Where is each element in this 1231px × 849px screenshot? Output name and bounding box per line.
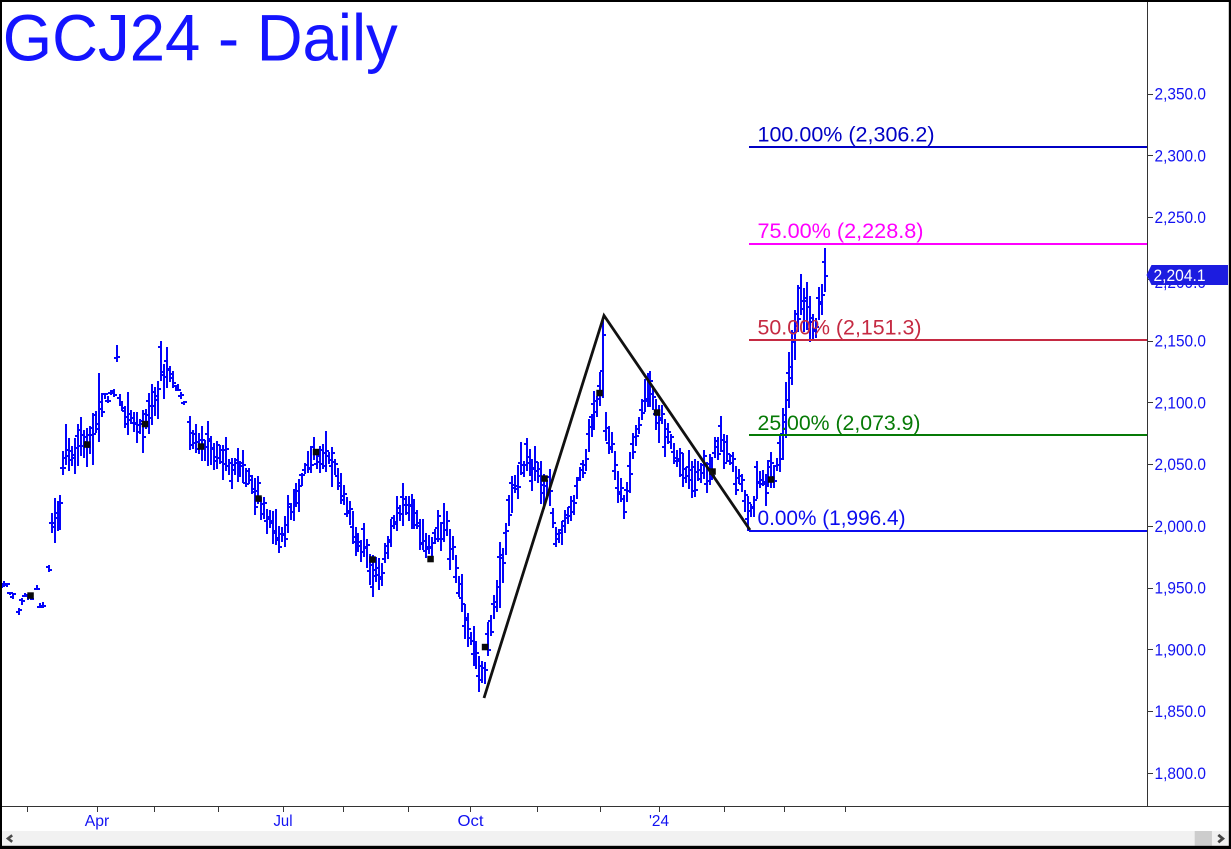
svg-text:Oct: Oct	[458, 813, 485, 830]
svg-text:2,100.0: 2,100.0	[1155, 393, 1207, 412]
svg-text:GCJ24 - Daily: GCJ24 - Daily	[3, 1, 398, 75]
svg-text:'24: '24	[649, 813, 669, 830]
svg-text:Apr: Apr	[85, 813, 110, 830]
svg-text:25.00% (2,073.9): 25.00% (2,073.9)	[758, 411, 921, 435]
svg-text:1,800.0: 1,800.0	[1155, 764, 1207, 783]
svg-text:1,850.0: 1,850.0	[1155, 702, 1207, 721]
svg-text:2,300.0: 2,300.0	[1155, 146, 1207, 165]
svg-text:2,150.0: 2,150.0	[1155, 332, 1207, 351]
svg-text:1,900.0: 1,900.0	[1155, 641, 1207, 660]
svg-text:0.00% (1,996.4): 0.00% (1,996.4)	[758, 506, 906, 530]
svg-text:75.00% (2,228.8): 75.00% (2,228.8)	[758, 219, 924, 243]
svg-text:2,050.0: 2,050.0	[1155, 455, 1207, 474]
svg-text:100.00% (2,306.2): 100.00% (2,306.2)	[758, 123, 935, 147]
svg-text:Jul: Jul	[274, 813, 293, 830]
svg-text:1,950.0: 1,950.0	[1155, 579, 1207, 598]
svg-text:2,250.0: 2,250.0	[1155, 208, 1207, 227]
svg-text:2,204.1: 2,204.1	[1154, 266, 1206, 285]
svg-text:2,000.0: 2,000.0	[1155, 517, 1207, 536]
svg-text:2,350.0: 2,350.0	[1155, 85, 1207, 104]
svg-text:50.00% (2,151.3): 50.00% (2,151.3)	[758, 316, 922, 340]
